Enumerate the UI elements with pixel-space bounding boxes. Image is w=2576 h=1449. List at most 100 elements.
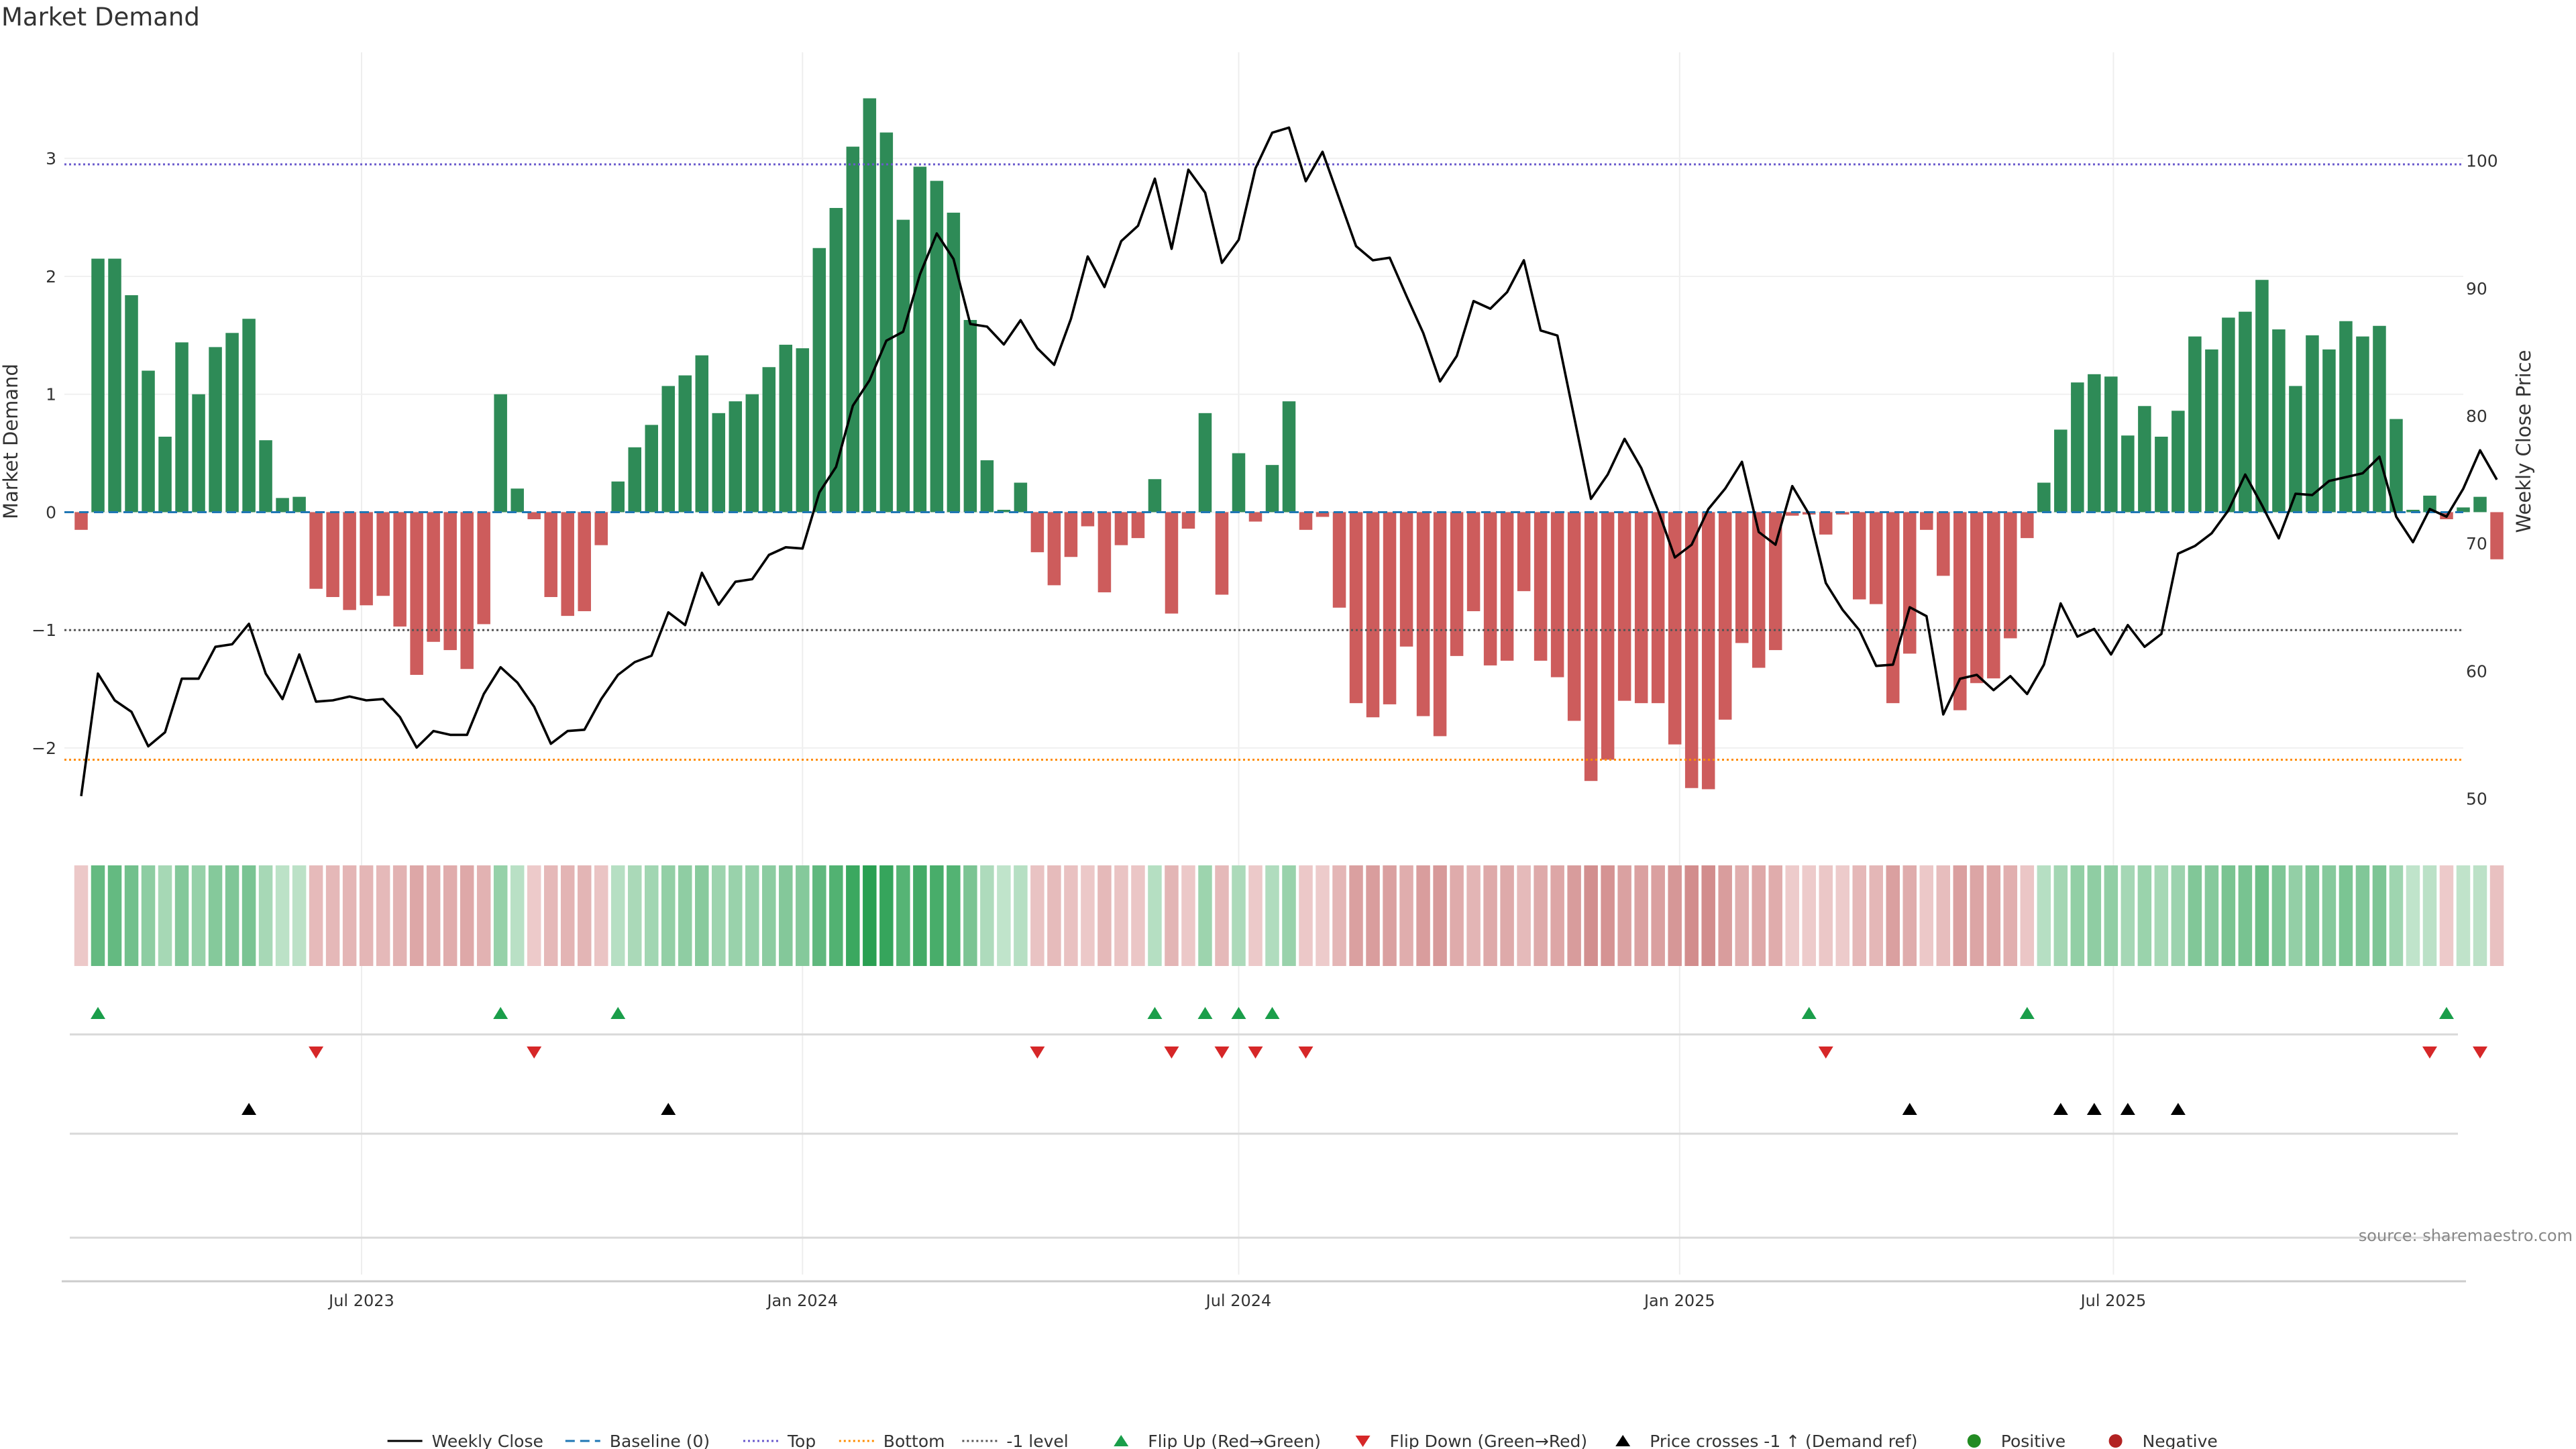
heat-cell <box>1584 865 1598 966</box>
heat-cell <box>527 865 541 966</box>
demand-bar <box>292 496 306 513</box>
x-tick-label: Jul 2025 <box>2080 1291 2147 1310</box>
heat-cell <box>1064 865 1078 966</box>
heat-cell <box>829 865 843 966</box>
demand-bar <box>2138 406 2151 513</box>
demand-bar <box>326 512 339 597</box>
demand-bar <box>410 512 423 675</box>
heat-cell <box>2406 865 2420 966</box>
heat-cell <box>2121 865 2135 966</box>
heat-cell <box>1819 865 1833 966</box>
legend-item: Flip Down (Green→Red) <box>1355 1432 1587 1449</box>
demand-bar <box>2054 429 2068 513</box>
source-note: source: sharemaestro.com <box>2359 1226 2573 1245</box>
demand-bar <box>1081 512 1095 527</box>
demand-bar <box>376 512 390 596</box>
price-cross-marker <box>241 1103 257 1115</box>
demand-bar <box>1265 465 1279 513</box>
demand-bar <box>2121 435 2135 513</box>
heat-cell <box>745 865 759 966</box>
heat-cell <box>610 865 625 966</box>
demand-bar <box>108 258 121 513</box>
demand-bar <box>242 319 256 513</box>
demand-bar <box>74 512 88 530</box>
demand-bar <box>2071 382 2084 513</box>
demand-heat-strip <box>74 865 2504 966</box>
demand-bar <box>578 512 591 612</box>
heat-cell <box>896 865 910 966</box>
demand-bar <box>2339 321 2353 513</box>
demand-bar <box>1768 512 1782 651</box>
demand-bar <box>343 512 356 610</box>
heat-cell <box>1232 865 1246 966</box>
heat-cell <box>543 865 558 966</box>
demand-bar <box>91 258 105 513</box>
demand-bar <box>494 394 507 513</box>
y2-tick-label: 100 <box>2466 152 2498 171</box>
heat-cell <box>560 865 575 966</box>
heat-cell <box>443 865 458 966</box>
demand-bar <box>511 488 524 513</box>
heat-cell <box>2372 865 2387 966</box>
demand-bar <box>527 512 541 519</box>
heat-cell <box>1735 865 1749 966</box>
demand-bars <box>74 98 2504 790</box>
demand-bar <box>1752 512 1766 668</box>
demand-bar <box>309 512 323 589</box>
heat-cell <box>1953 865 1968 966</box>
heat-cell <box>980 865 994 966</box>
demand-bar <box>678 375 692 513</box>
heat-cell <box>2489 865 2504 966</box>
heat-cell <box>460 865 474 966</box>
heat-cell <box>1148 865 1162 966</box>
heat-cell <box>1684 865 1699 966</box>
heat-cell <box>2070 865 2085 966</box>
heat-cell <box>1131 865 1145 966</box>
demand-bar <box>460 512 474 669</box>
demand-bar <box>963 319 977 513</box>
heat-cell <box>930 865 944 966</box>
heat-cell <box>2422 865 2437 966</box>
heat-cell <box>191 865 206 966</box>
heat-cell <box>2255 865 2269 966</box>
demand-bar <box>1181 512 1195 529</box>
legend-label: Price crosses -1 ↑ (Demand ref) <box>1650 1432 1917 1449</box>
heat-cell <box>879 865 894 966</box>
flip-up-marker <box>1231 1007 1246 1019</box>
demand-bar <box>2356 336 2369 513</box>
heat-cell <box>594 865 608 966</box>
flip-up-marker <box>2438 1007 2454 1019</box>
legend-item: Positive <box>1967 1432 2065 1449</box>
heat-cell <box>225 865 239 966</box>
flip-down-marker <box>2473 1046 2488 1059</box>
y2-tick-label: 50 <box>2466 789 2487 808</box>
heat-cell <box>325 865 340 966</box>
x-tick-label: Jul 2024 <box>1205 1291 1272 1310</box>
heat-cell <box>2456 865 2471 966</box>
legend: Weekly Close Baseline (0) Top Bottom -1 leve… <box>387 1432 2218 1449</box>
y-tick-label: −2 <box>32 739 56 758</box>
flip-up-marker <box>1197 1007 1213 1019</box>
demand-bar <box>645 425 658 513</box>
legend-swatch <box>1114 1435 1129 1446</box>
demand-bar <box>544 512 557 597</box>
demand-bar <box>1165 512 1179 614</box>
demand-bar <box>1617 512 1631 701</box>
demand-bar <box>1433 512 1447 737</box>
heat-cell <box>1433 865 1447 966</box>
heat-cell <box>2087 865 2102 966</box>
legend-label: Weekly Close <box>432 1432 543 1449</box>
y2-tick-label: 60 <box>2466 661 2487 681</box>
heat-cell <box>1752 865 1766 966</box>
legend-swatch <box>1615 1435 1631 1446</box>
heat-cell <box>2003 865 2018 966</box>
flip-up-marker <box>91 1007 106 1019</box>
demand-bar <box>2239 311 2252 513</box>
heat-cell <box>1014 865 1028 966</box>
demand-bar <box>1198 413 1212 513</box>
heat-cell <box>644 865 659 966</box>
event-markers <box>91 1007 2488 1115</box>
heat-cell <box>1047 865 1061 966</box>
heat-cell <box>947 865 961 966</box>
